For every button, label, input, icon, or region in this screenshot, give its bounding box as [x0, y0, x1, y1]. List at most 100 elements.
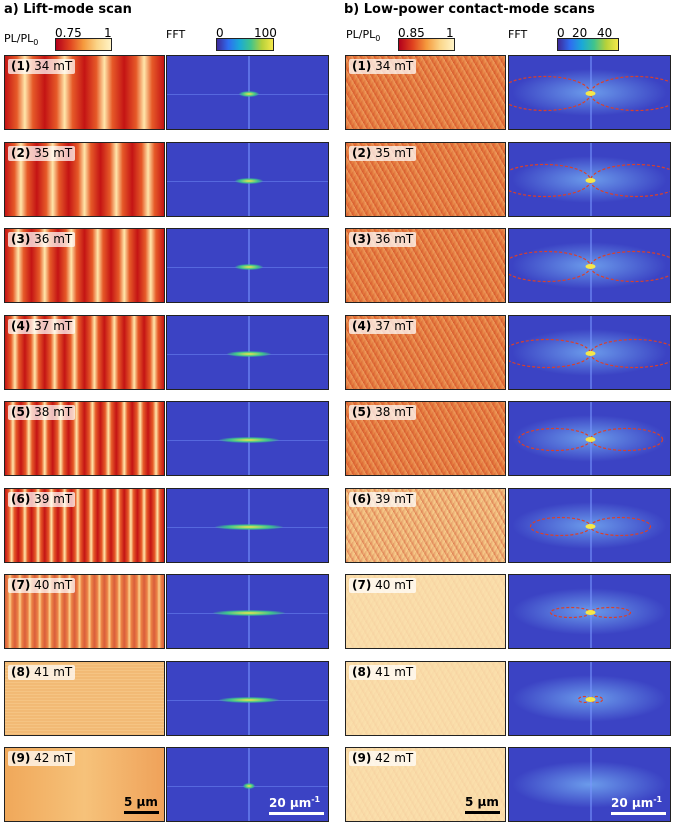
- panel-a-row-label: (2) 35 mT: [8, 146, 76, 161]
- panel-a-row-index: (3): [11, 232, 31, 246]
- panel-a-row-index: (7): [11, 578, 31, 592]
- panel-b-pl-map: (6) 39 mT: [345, 488, 506, 563]
- panel-b-scalebar-line: [465, 811, 500, 814]
- panel-b-fft-map: [508, 401, 671, 476]
- panel-a-scalebar: 5 µm: [124, 795, 159, 814]
- fft-peak-spot: [234, 263, 263, 270]
- panel-b-fft-colorbar: [557, 38, 619, 51]
- fft-peak-spot: [242, 782, 255, 789]
- panel-a-row-label: (8) 41 mT: [8, 665, 76, 680]
- panel-a-fft-map: [166, 488, 329, 563]
- panel-a-fft-scalebar-exponent: -1: [311, 795, 321, 804]
- panel-a-pl-label: PL/PL0: [4, 32, 39, 48]
- panel-a-fft-map: [166, 142, 329, 217]
- panel-a-title: a) Lift-mode scan: [4, 2, 132, 17]
- panel-a-fft-scalebar-line: [269, 812, 324, 815]
- panel-a-row-label: (9) 42 mT: [8, 751, 76, 766]
- fft-right-lobe: [589, 695, 604, 704]
- panel-b-scalebar: 5 µm: [465, 795, 500, 814]
- panel-a-fft-label: FFT: [166, 28, 186, 41]
- panel-a-fft-map: [166, 228, 329, 303]
- panel-b-row-field: 36 mT: [371, 232, 414, 246]
- panel-a-row-field: 40 mT: [30, 578, 73, 592]
- panel-b-scalebar-label: 5 µm: [465, 795, 499, 809]
- panel-a-row-label: (1) 34 mT: [8, 59, 76, 74]
- panel-a-pl-map: (8) 41 mT: [4, 661, 165, 736]
- fft-right-lobe: [589, 606, 632, 619]
- fft-vertical-streak: [589, 748, 592, 821]
- panel-b-fft-scalebar-exponent: -1: [653, 795, 663, 804]
- panel-b-pl-map: (4) 37 mT: [345, 315, 506, 390]
- fft-ellipse-overlay: [577, 695, 604, 704]
- fft-left-lobe: [549, 606, 592, 619]
- panel-b-pl-map: (5) 38 mT: [345, 401, 506, 476]
- panel-b-row-field: 38 mT: [371, 405, 414, 419]
- fft-ellipse-overlay: [509, 75, 670, 112]
- fft-right-lobe: [589, 163, 670, 198]
- fft-left-lobe: [509, 250, 592, 283]
- panel-a-row-field: 42 mT: [30, 751, 73, 765]
- panel-a-pl-colorbar: [55, 38, 112, 51]
- panel-a-row-field: 38 mT: [30, 405, 73, 419]
- fft-right-lobe: [589, 427, 664, 452]
- panel-b-row-field: 42 mT: [371, 751, 414, 765]
- panel-b-row-field: 34 mT: [371, 59, 414, 73]
- panel-b-pl-label: PL/PL0: [346, 28, 381, 44]
- panel-a-row-label: (3) 36 mT: [8, 232, 76, 247]
- panel-a-row-label: (6) 39 mT: [8, 492, 76, 507]
- fft-left-lobe: [509, 338, 592, 369]
- panel-b-fft-scalebar: 20 µm-1: [611, 795, 666, 815]
- panel-b-pl-map: (9) 42 mT: [345, 747, 506, 822]
- panel-b-pl-map: (8) 41 mT: [345, 661, 506, 736]
- panel-b-fft-map: [508, 747, 671, 822]
- panel-b-row-label: (6) 39 mT: [349, 492, 417, 507]
- panel-a-pl-map: (3) 36 mT: [4, 228, 165, 303]
- panel-b-title: b) Low-power contact-mode scans: [344, 2, 595, 17]
- panel-a-row-index: (5): [11, 405, 31, 419]
- panel-b-fft-map: [508, 55, 671, 130]
- fft-peak-spot: [238, 90, 259, 97]
- panel-a-row-index: (2): [11, 146, 31, 160]
- panel-b-pl-tick-low: 0.85: [398, 26, 425, 40]
- fft-left-lobe: [509, 163, 592, 198]
- fft-center-peak: [585, 264, 596, 269]
- panel-a-fft-scalebar-value: 20 µm: [269, 796, 312, 810]
- panel-b-row-label: (3) 36 mT: [349, 232, 417, 247]
- fft-center-peak: [585, 524, 596, 529]
- panel-a-fft-scalebar-label: 20 µm-1: [269, 795, 324, 810]
- panel-a-fft-map: [166, 401, 329, 476]
- fft-left-lobe: [517, 427, 592, 452]
- panel-b-pl-map: (2) 35 mT: [345, 142, 506, 217]
- panel-a-fft-map: [166, 55, 329, 130]
- fft-center-peak: [585, 610, 596, 615]
- fft-right-lobe: [589, 250, 670, 283]
- panel-a-fft-map: [166, 661, 329, 736]
- panel-a-row-index: (6): [11, 492, 31, 506]
- panel-b-row-label: (8) 41 mT: [349, 665, 417, 680]
- panel-a-row-field: 37 mT: [30, 319, 73, 333]
- panel-a-pl-map: (4) 37 mT: [4, 315, 165, 390]
- fft-right-lobe: [589, 75, 670, 112]
- panel-a-row-index: (8): [11, 665, 31, 679]
- panel-a-row-field: 35 mT: [30, 146, 73, 160]
- panel-a-fft-tick-high: 100: [254, 26, 277, 40]
- fft-right-lobe: [589, 516, 652, 537]
- panel-b-row-index: (5): [352, 405, 372, 419]
- panel-b-row-field: 40 mT: [371, 578, 414, 592]
- fft-peak-spot: [234, 177, 263, 184]
- fft-center-peak: [585, 437, 596, 442]
- panel-a-fft-map: [166, 574, 329, 649]
- fft-right-lobe: [589, 338, 670, 369]
- panel-b-fft-tick-20: 20: [572, 26, 588, 40]
- panel-a-scalebar-line: [124, 811, 159, 814]
- fft-center-peak: [585, 351, 596, 356]
- panel-b-row-label: (4) 37 mT: [349, 319, 417, 334]
- fft-left-lobe: [529, 516, 592, 537]
- panel-b-fft-map: [508, 315, 671, 390]
- fft-center-peak: [585, 91, 596, 96]
- panel-b-fft-scalebar-label: 20 µm-1: [611, 795, 666, 810]
- panel-b-pl-map: (7) 40 mT: [345, 574, 506, 649]
- panel-b-row-label: (2) 35 mT: [349, 146, 417, 161]
- fft-left-lobe: [509, 75, 592, 112]
- panel-a-row-field: 34 mT: [30, 59, 73, 73]
